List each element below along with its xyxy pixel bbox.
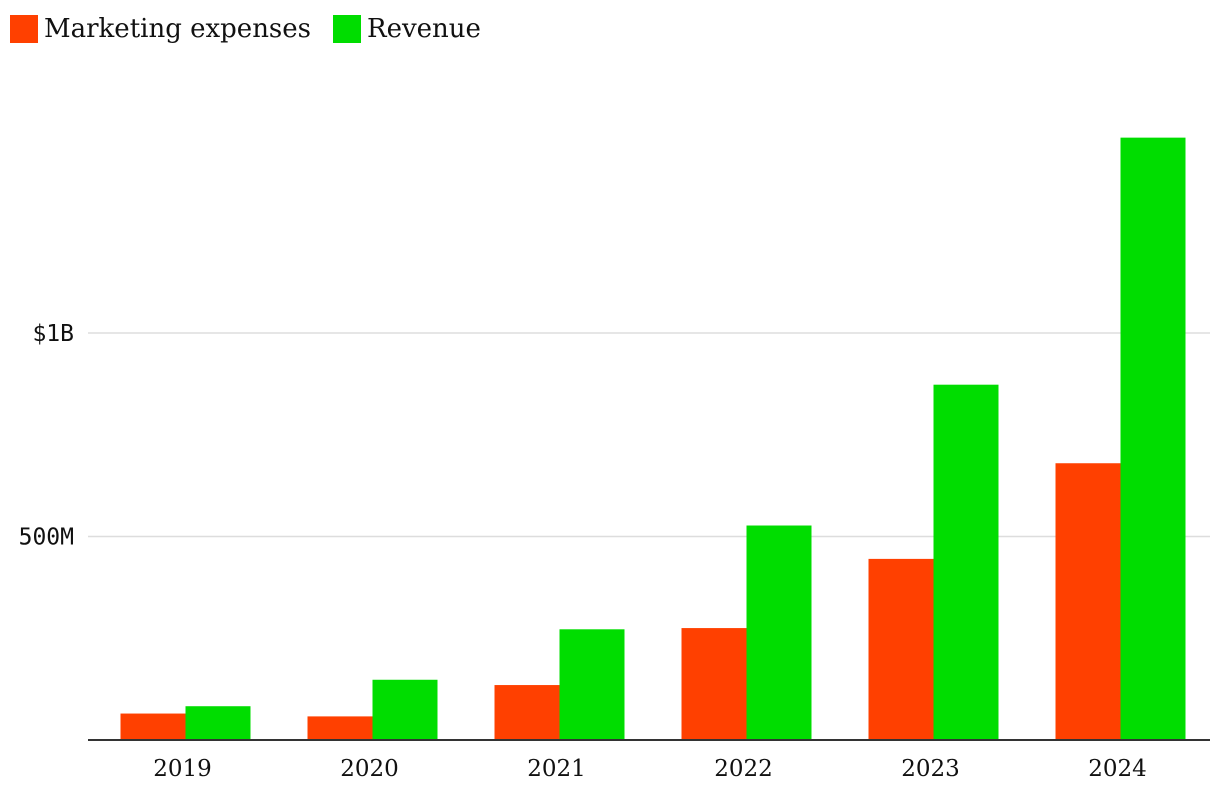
bar-revenue-2022	[746, 525, 812, 740]
legend-label-revenue: Revenue	[367, 14, 481, 44]
y-tick-label: 500M	[19, 525, 74, 551]
bars	[120, 137, 1186, 740]
y-tick-label: $1B	[32, 321, 74, 347]
bar-marketing-2022	[681, 628, 747, 740]
bar-revenue-2020	[372, 679, 438, 740]
x-tick-label: 2022	[714, 756, 773, 782]
bar-revenue-2021	[559, 629, 625, 740]
x-tick-label: 2021	[527, 756, 586, 782]
bar-revenue-2023	[933, 384, 999, 740]
legend-item-marketing: Marketing expenses	[10, 14, 311, 44]
bar-marketing-2020	[307, 716, 373, 740]
bar-marketing-2023	[868, 558, 934, 740]
x-axis-ticks: 2019 2020 2021 2022 2023 2024	[153, 756, 1147, 782]
chart-legend: Marketing expenses Revenue	[10, 14, 503, 44]
gridlines	[88, 332, 1210, 538]
y-axis-ticks: 500M $1B	[19, 321, 74, 551]
x-tick-label: 2020	[340, 756, 399, 782]
bar-marketing-2024	[1055, 463, 1121, 740]
legend-swatch-revenue	[333, 15, 362, 43]
legend-label-marketing: Marketing expenses	[44, 14, 312, 44]
x-tick-label: 2024	[1088, 756, 1147, 782]
legend-item-revenue: Revenue	[333, 14, 481, 44]
bar-revenue-2019	[185, 706, 251, 740]
legend-swatch-marketing	[10, 15, 38, 43]
bar-marketing-2019	[120, 713, 186, 740]
x-tick-label: 2019	[153, 756, 212, 782]
bar-marketing-2021	[494, 685, 560, 740]
bar-revenue-2024	[1120, 137, 1186, 740]
x-tick-label: 2023	[901, 756, 960, 782]
